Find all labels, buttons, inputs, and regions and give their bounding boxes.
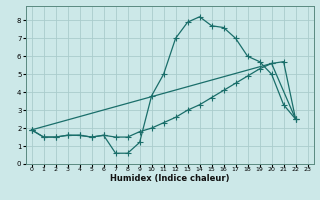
- X-axis label: Humidex (Indice chaleur): Humidex (Indice chaleur): [110, 174, 229, 183]
